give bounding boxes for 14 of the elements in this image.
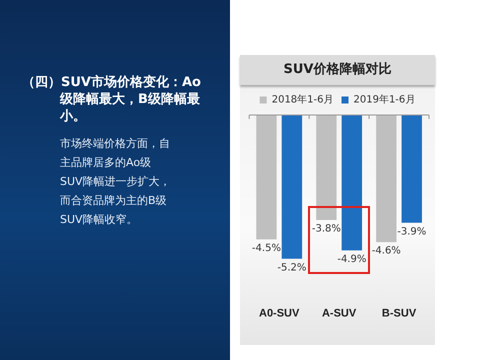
x-tick-label: A-SUV: [322, 307, 357, 320]
legend-label: 2019年1-6月: [354, 94, 416, 106]
data-label: -3.8%: [312, 224, 341, 235]
data-label: -5.2%: [277, 262, 306, 274]
x-tick-label: B-SUV: [382, 307, 417, 320]
data-label: -4.9%: [337, 254, 366, 265]
legend-label: 2018年1-6月: [272, 94, 334, 106]
data-label: -4.5%: [252, 242, 281, 254]
data-label: -4.6%: [372, 246, 401, 257]
chart-title: SUV价格降幅对比: [240, 55, 435, 85]
text: 市场终端价格方面，自主品牌居多的Ao级SUV降幅进一步扩大，而合资品牌为主的B级SUV降幅收窄。: [60, 136, 172, 228]
text: （四）SUV市场价格变化：Ao级降幅最大，B级降幅最小。: [22, 74, 202, 125]
data-label: -3.9%: [397, 226, 426, 238]
x-tick-label: A0-SUV: [259, 307, 300, 320]
